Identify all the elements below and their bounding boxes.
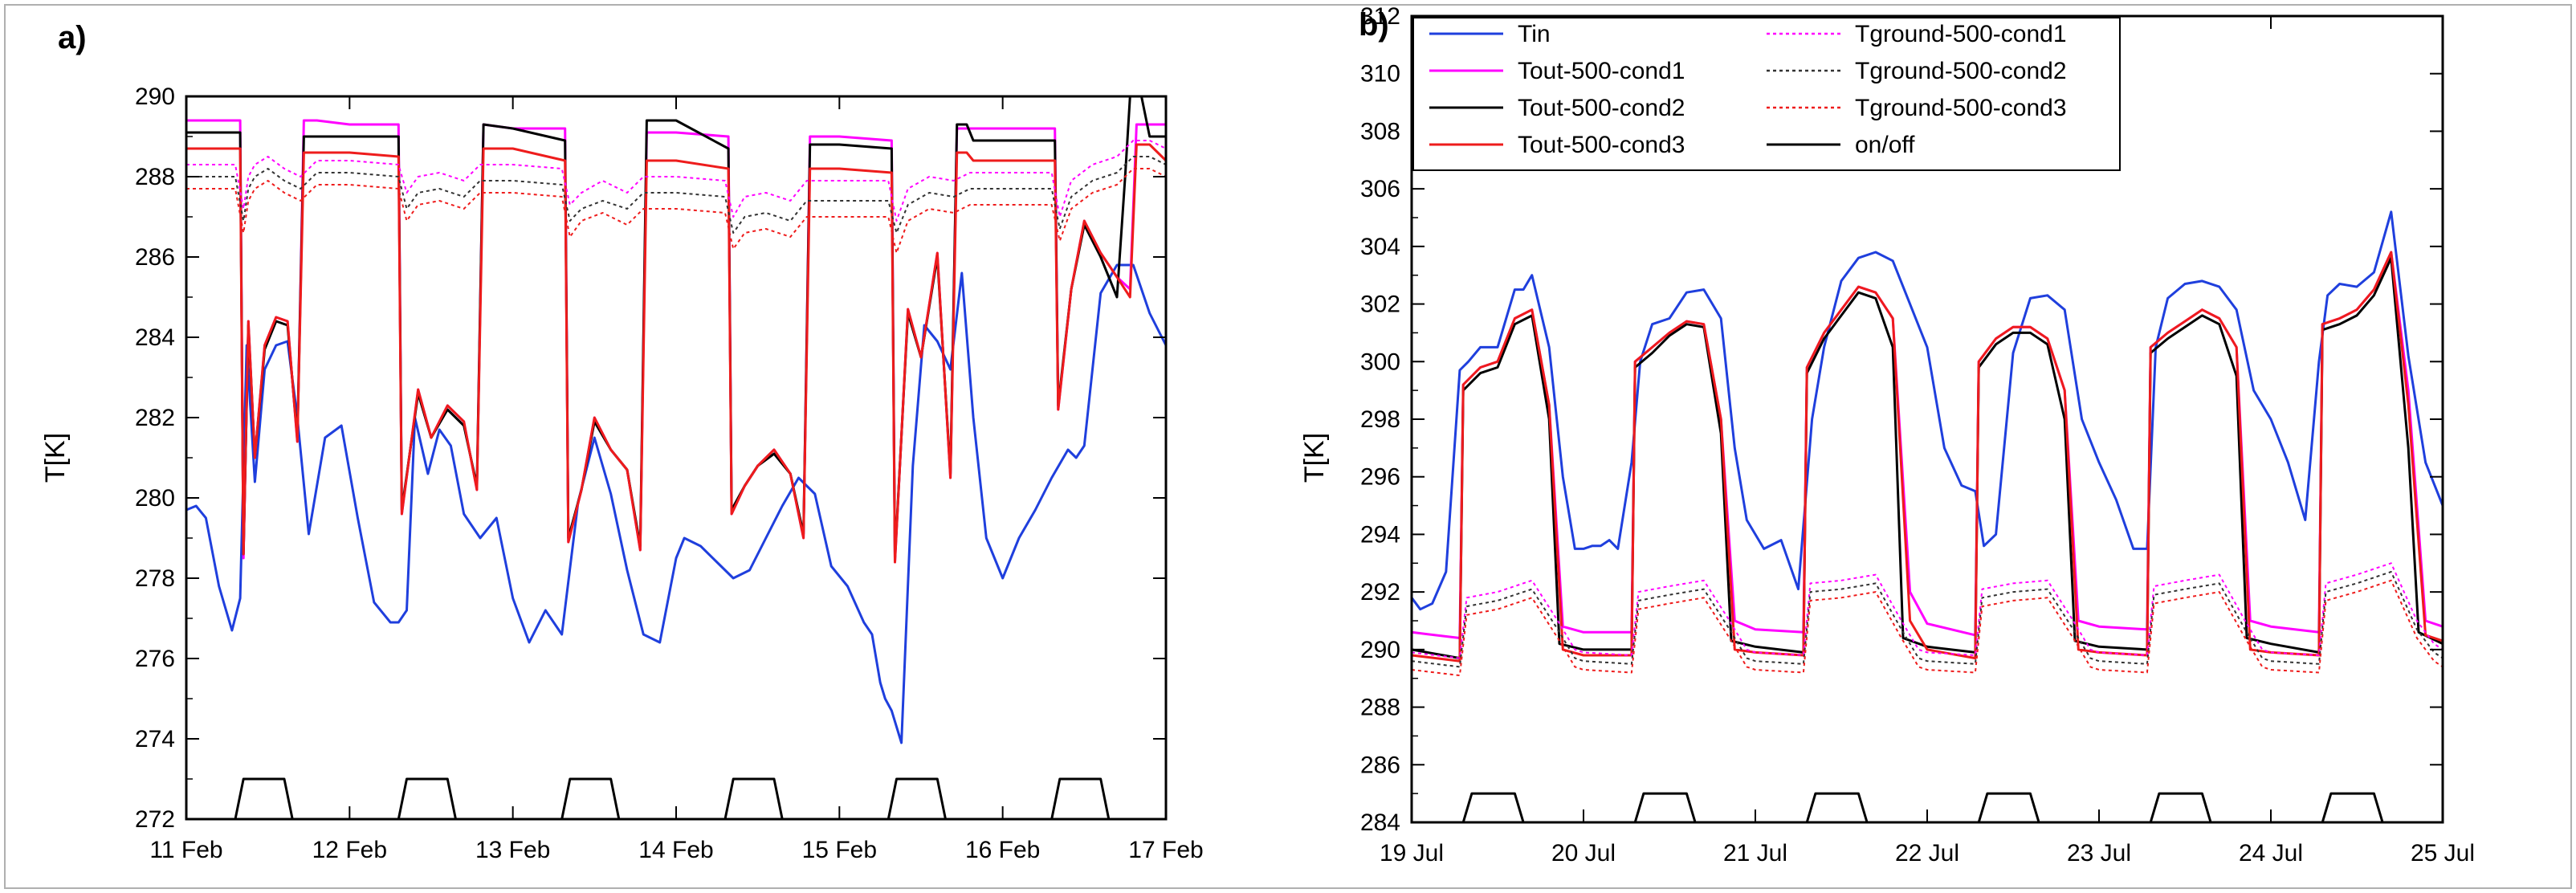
- panel-b-ytick-label: 292: [1360, 579, 1400, 606]
- panel-b-xtick-label: 24 Jul: [2239, 840, 2303, 866]
- panel-a-xtick-label: 13 Feb: [475, 837, 550, 863]
- panel-b-ytick-label: 286: [1360, 752, 1400, 778]
- panel-a-xtick-label: 15 Feb: [802, 837, 877, 863]
- panel-a-ytick-label: 288: [135, 164, 175, 190]
- panel-b-ytick-label: 290: [1360, 637, 1400, 663]
- panel-b-xtick-label: 21 Jul: [1723, 840, 1787, 866]
- legend-label-tground-cond3: Tground-500-cond3: [1855, 95, 2067, 121]
- panel-a-ylabel: T[K]: [40, 433, 71, 483]
- panel-b-xtick-label: 20 Jul: [1551, 840, 1616, 866]
- panel-b-series-tout-500-cond1: [1411, 251, 2444, 639]
- panel-a-series-tground-500-cond1: [186, 140, 1167, 222]
- panel-a-ytick-label: 274: [135, 726, 175, 752]
- panel-b-ytick-label: 302: [1360, 292, 1400, 318]
- panel-a-series-tin: [185, 263, 1168, 744]
- panel-b-series-tground-500-cond3: [1411, 579, 2444, 677]
- panel-b-ytick-label: 284: [1360, 809, 1400, 836]
- panel-b-ytick-label: 300: [1360, 349, 1400, 375]
- panel-a-xtick-label: 12 Feb: [312, 837, 387, 863]
- panel-a-ytick-label: 278: [135, 565, 175, 592]
- panel-a-plot-data: [185, 95, 1168, 821]
- panel-b-ytick-label: 310: [1360, 61, 1400, 88]
- panel-b-ylabel: T[K]: [1299, 433, 1330, 483]
- panel-b-legend: Tin Tout-500-cond1 Tout-500-cond2 Tout-5…: [1412, 17, 2121, 171]
- panel-b-xtick-label: 22 Jul: [1895, 840, 1959, 866]
- panel-a-ytick-label: 284: [135, 324, 175, 351]
- panel-a-series-tout-500-cond1: [186, 119, 1166, 564]
- legend-label-tout-cond1: Tout-500-cond1: [1518, 58, 1685, 84]
- panel-b-series-tin: [1410, 210, 2444, 611]
- legend-label-tground-cond2: Tground-500-cond2: [1855, 58, 2067, 84]
- panel-b-ytick-label: 294: [1360, 521, 1400, 548]
- panel-b-ytick-label: 312: [1360, 3, 1400, 30]
- legend-label-tground-cond1: Tground-500-cond1: [1855, 21, 2067, 47]
- panel-a-series-tground-500-cond3: [186, 168, 1167, 254]
- panel-b-ytick-label: 288: [1360, 695, 1400, 721]
- panel-a-xtick-label: 14 Feb: [638, 837, 713, 863]
- panel-a-ytick-label: 272: [135, 806, 175, 833]
- panel-a-ytick-label: 282: [135, 405, 175, 431]
- panel-a-xtick-label: 17 Feb: [1128, 837, 1203, 863]
- panel-b-axis-ticks: 284 286 288 290 292 294 296 298 300 302 304 306 308 3…: [1360, 3, 2475, 866]
- panel-b-label: b): [1359, 7, 1389, 43]
- panel-b-ytick-label: 304: [1360, 234, 1400, 260]
- panel-b-xtick-label: 23 Jul: [2067, 840, 2131, 866]
- panel-a-ytick-label: 290: [135, 84, 175, 110]
- panel-a-series-tout-500-cond2: [186, 95, 1166, 560]
- panel-a-xtick-label: 16 Feb: [965, 837, 1040, 863]
- legend-label-tout-cond2: Tout-500-cond2: [1518, 95, 1685, 121]
- legend-label-tout-cond3: Tout-500-cond3: [1518, 132, 1685, 158]
- panel-b-series-tout-500-cond2: [1411, 256, 2444, 660]
- panel-a-ytick-label: 280: [135, 485, 175, 512]
- panel-a-series-tground-500-cond2: [186, 156, 1167, 234]
- panel-b-ytick-label: 306: [1360, 176, 1400, 202]
- panel-b-series-tout-500-cond3: [1411, 251, 2444, 663]
- panel-b-ytick-label: 308: [1360, 118, 1400, 145]
- panel-a-ytick-label: 276: [135, 646, 175, 672]
- panel-a-series-tout-500-cond3: [186, 143, 1168, 564]
- panel-b-xtick-label: 19 Jul: [1380, 840, 1444, 866]
- legend-label-onoff: on/off: [1855, 132, 1915, 158]
- panel-b-ytick-label: 296: [1360, 464, 1400, 491]
- panel-b-xtick-label: 25 Jul: [2411, 840, 2475, 866]
- panel-b-series-tground-500-cond2: [1411, 571, 2444, 668]
- panel-a-ytick-label: 286: [135, 244, 175, 271]
- panel-a-xtick-label: 11 Feb: [149, 837, 222, 863]
- panel-b-plot-data: [1410, 210, 2444, 824]
- legend-label-tin: Tin: [1518, 21, 1551, 47]
- panel-b-series-tground-500-cond1: [1411, 562, 2444, 659]
- panel-a: a) 272 274 276 278 280 282 284 286 288 290 11 Feb 1…: [40, 20, 1204, 863]
- panel-b: b) 284 286 288 290 292 294 296 298 300 302 304 306 3…: [1299, 3, 2475, 866]
- panel-a-label: a): [58, 20, 87, 55]
- panel-b-ytick-label: 298: [1360, 406, 1400, 433]
- panel-a-axis-ticks: 272 274 276 278 280 282 284 286 288 290 11 Feb 12 F…: [135, 84, 1204, 863]
- figure-border: [4, 4, 2572, 889]
